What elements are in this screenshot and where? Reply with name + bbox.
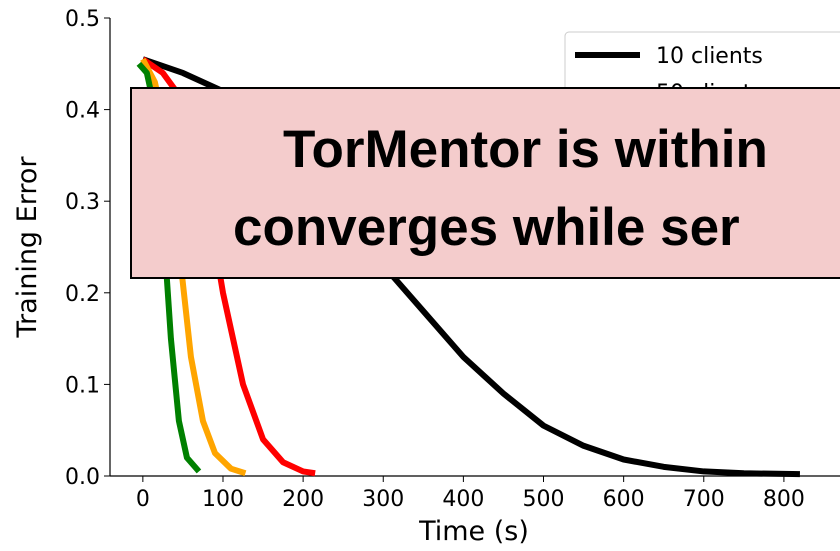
overlay-text: TorMentor is within — [283, 120, 768, 179]
x-tick-label: 600 — [603, 487, 645, 512]
x-axis-label: Time (s) — [418, 516, 529, 547]
y-tick-label: 0.4 — [65, 99, 100, 124]
overlay-box — [130, 87, 840, 279]
y-tick-label: 0.3 — [65, 190, 100, 215]
x-tick-label: 100 — [202, 487, 244, 512]
y-axis-label: Training Error — [12, 156, 43, 339]
legend-label: 10 clients — [656, 44, 763, 69]
y-tick-label: 0.2 — [65, 282, 100, 307]
x-tick-label: 700 — [683, 487, 725, 512]
x-tick-label: 0 — [136, 487, 150, 512]
x-tick-label: 400 — [442, 487, 484, 512]
x-tick-label: 200 — [282, 487, 324, 512]
y-tick-label: 0.1 — [65, 373, 100, 398]
y-tick-label: 0.0 — [65, 465, 100, 490]
y-tick-label: 0.5 — [65, 7, 100, 32]
x-tick-label: 500 — [523, 487, 565, 512]
x-tick-label: 300 — [362, 487, 404, 512]
line-series — [136, 61, 202, 474]
overlay-text: converges while ser — [233, 198, 740, 257]
x-tick-label: 800 — [763, 487, 805, 512]
line-series — [141, 56, 316, 477]
